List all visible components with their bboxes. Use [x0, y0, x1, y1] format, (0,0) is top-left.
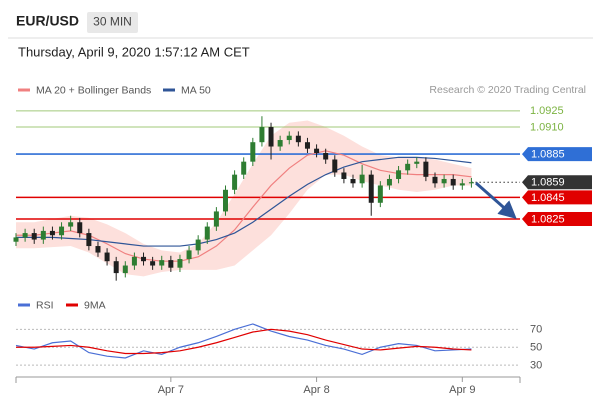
candle-body [405, 163, 411, 171]
candle-body [268, 127, 274, 147]
legend-label: 9MA [84, 299, 106, 311]
level-badge [522, 212, 592, 227]
candle-body [241, 161, 247, 175]
level-label: 1.0859 [531, 177, 565, 189]
level-label: 1.0845 [531, 192, 565, 204]
candle-body [113, 261, 119, 274]
candle-body [250, 142, 256, 162]
x-tick-label: Apr 7 [158, 384, 184, 396]
y-tick-label: 30 [530, 360, 542, 372]
candle-body [177, 259, 183, 268]
candle-body [232, 174, 238, 190]
candle-body [77, 222, 83, 234]
candle-body [168, 260, 174, 268]
y-tick-label: 70 [530, 324, 542, 336]
candle-body [68, 222, 74, 227]
indicator-line [16, 328, 472, 355]
candle-body [386, 178, 392, 186]
candle-body [122, 265, 128, 274]
candle-body [432, 176, 438, 184]
candle-body [414, 161, 420, 164]
candle-body [186, 250, 192, 260]
candle-body [441, 178, 447, 184]
date: Thursday, April 9, 2020 1:57:12 AM CET [18, 44, 250, 59]
candle-body [49, 230, 55, 236]
legend-label: RSI [36, 299, 54, 311]
ma-line [16, 150, 472, 262]
candle-body [204, 226, 210, 240]
candle-body [159, 260, 165, 266]
timeframe-box [87, 12, 138, 33]
timeframe: 30 MIN [93, 15, 132, 29]
legend-label: MA 50 [181, 84, 211, 96]
candle-body [213, 211, 219, 227]
candle-body [459, 183, 465, 186]
ma-line [16, 156, 472, 247]
candle-body [368, 174, 374, 203]
candle-body [277, 140, 283, 147]
candle-body [286, 135, 292, 141]
candle-body [377, 185, 383, 203]
candle-body [350, 178, 356, 184]
level-label: 1.0910 [530, 121, 564, 133]
bollinger-band [16, 120, 472, 277]
candle-body [341, 172, 347, 179]
legend-label: MA 20 + Bollinger Bands [36, 84, 151, 96]
candle-body [396, 170, 402, 179]
candle-body [468, 182, 474, 184]
candle-body [304, 142, 310, 149]
level-badge [522, 190, 592, 205]
level-label: 1.0885 [531, 148, 565, 160]
candle-body [31, 233, 37, 240]
candle-body [259, 127, 265, 143]
candle-body [332, 159, 338, 173]
plot-layer: MA 20 + Bollinger Bands MA 50 1.0925 1.0910… [13, 84, 592, 396]
candle-body [22, 233, 28, 238]
candle-body [131, 256, 137, 266]
candle-body [86, 233, 92, 247]
credit: Research © 2020 Trading Central [429, 84, 586, 96]
level-badge [522, 175, 592, 190]
x-tick-label: Apr 8 [303, 384, 329, 396]
candle-body [450, 178, 456, 186]
candle-body [295, 135, 301, 143]
y-tick-label: 50 [530, 342, 542, 354]
candle-body [59, 226, 65, 236]
level-label: 1.0825 [531, 213, 565, 225]
candle-body [104, 252, 110, 262]
symbol: EUR/USD [16, 13, 79, 29]
candle-body [222, 189, 228, 212]
candle-body [40, 230, 46, 240]
forecast-arrow [475, 181, 517, 219]
x-tick-label: Apr 9 [449, 384, 475, 396]
candle-body [195, 239, 201, 251]
candle-body [423, 161, 429, 177]
indicator-line [15, 323, 472, 359]
candle-body [323, 153, 329, 160]
level-badge [522, 147, 592, 162]
candle-body [95, 246, 101, 253]
level-label: 1.0925 [530, 105, 564, 117]
candle-body [314, 148, 320, 154]
candle-body [150, 261, 156, 266]
candle-body [359, 174, 365, 184]
candle-body [141, 256, 147, 262]
candle-body [13, 237, 19, 242]
